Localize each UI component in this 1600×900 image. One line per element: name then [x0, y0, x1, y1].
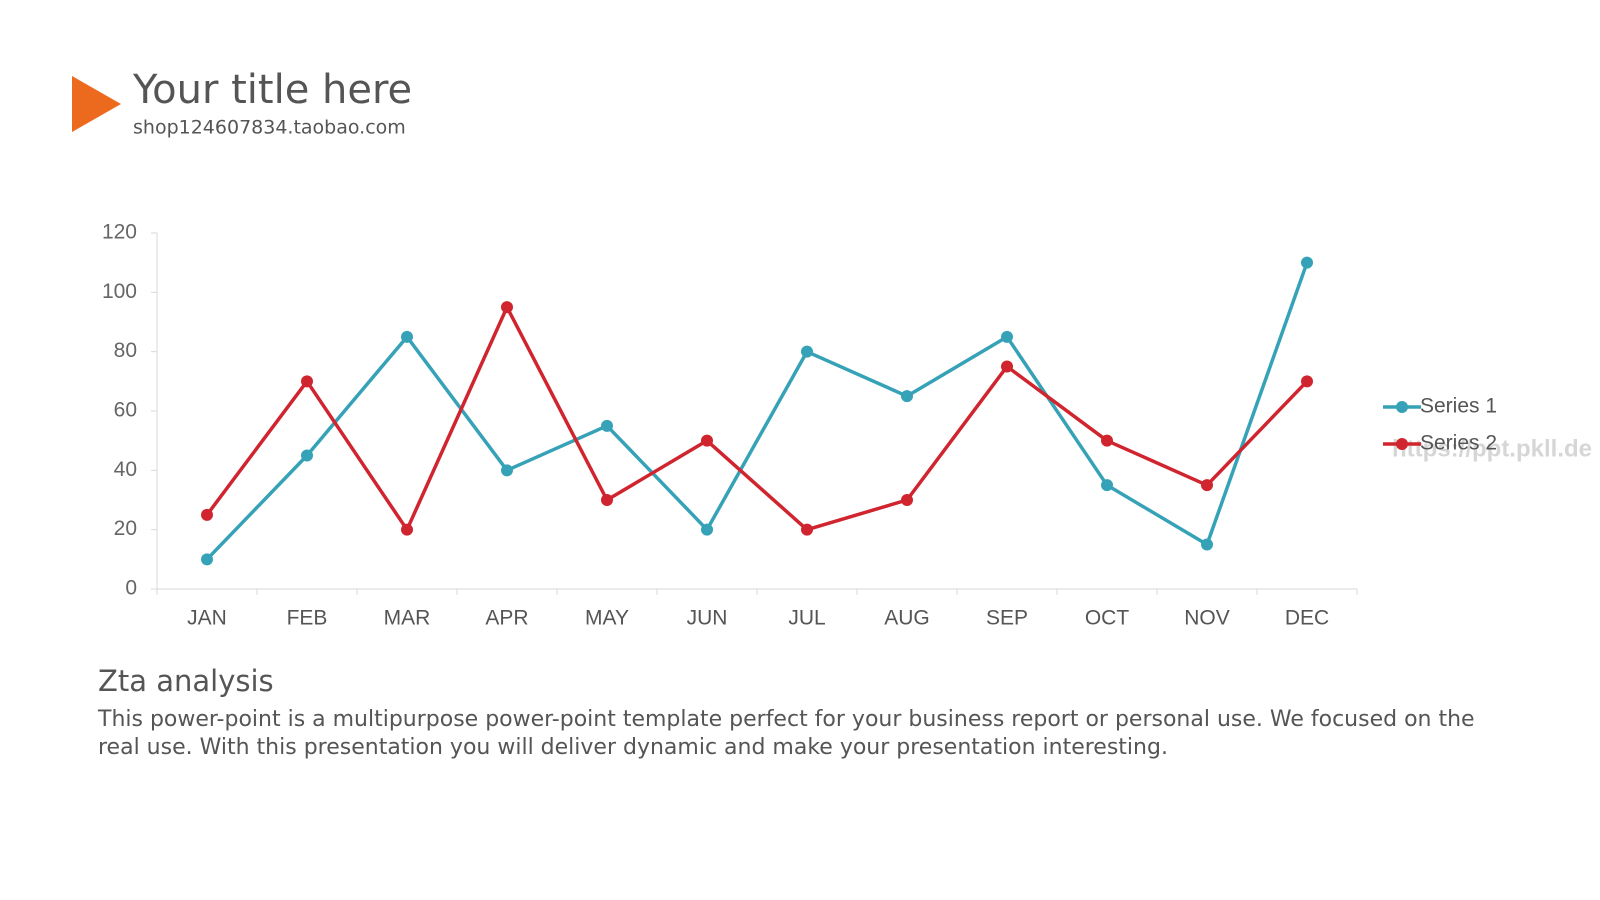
data-point: [301, 375, 313, 388]
data-point: [901, 494, 913, 506]
x-tick-label: FEB: [287, 607, 328, 630]
watermark: https://ppt.pkll.de: [1392, 435, 1592, 462]
x-tick-label: OCT: [1085, 607, 1130, 630]
data-point: [301, 449, 313, 462]
data-point: [201, 553, 213, 566]
slide-subtitle: shop124607834.taobao.com: [133, 117, 406, 139]
data-point: [601, 494, 613, 506]
data-point: [601, 419, 613, 432]
data-point: [501, 464, 513, 477]
x-tick-label: DEC: [1285, 607, 1329, 630]
data-point: [501, 301, 513, 314]
x-tick-label: SEP: [986, 607, 1028, 630]
x-tick-label: MAY: [585, 607, 629, 630]
data-point: [1201, 538, 1213, 551]
x-tick-label: JUN: [687, 607, 728, 630]
data-point: [801, 523, 813, 536]
y-tick-label: 0: [125, 577, 137, 600]
x-tick-label: MAR: [384, 607, 431, 630]
analysis-heading: Zta analysis: [98, 664, 274, 698]
analysis: Zta analysis This power-point is a multi…: [98, 664, 1518, 762]
legend-label: Series 2: [1420, 432, 1497, 455]
data-point: [1101, 434, 1113, 447]
data-point: [1001, 360, 1013, 373]
legend-marker: [1396, 438, 1408, 450]
analysis-body: This power-point is a multipurpose power…: [98, 707, 1475, 760]
x-tick-label: NOV: [1184, 607, 1230, 630]
legend-marker: [1396, 401, 1408, 413]
y-tick-label: 100: [102, 280, 137, 303]
series-line: [205, 305, 1309, 532]
data-point: [401, 330, 413, 343]
x-tick-label: JUL: [788, 607, 825, 630]
slide-title: Your title here: [132, 67, 412, 113]
y-tick-label: 60: [114, 399, 137, 422]
title-icon: [72, 76, 121, 132]
y-tick-label: 20: [114, 517, 137, 540]
y-tick-label: 120: [102, 221, 137, 244]
data-point: [801, 345, 813, 358]
y-tick-label: 80: [114, 339, 137, 362]
data-point: [1301, 375, 1313, 388]
x-tick-label: JAN: [187, 607, 227, 630]
legend-label: Series 1: [1420, 395, 1497, 418]
data-point: [1001, 330, 1013, 343]
data-point: [1201, 479, 1213, 492]
data-point: [901, 390, 913, 403]
data-point: [1301, 256, 1313, 269]
y-tick-label: 40: [114, 458, 137, 481]
data-point: [201, 508, 213, 521]
data-point: [701, 523, 713, 536]
data-point: [1101, 479, 1113, 492]
series-line: [205, 262, 1309, 561]
data-point: [401, 523, 413, 536]
x-tick-label: AUG: [884, 607, 930, 630]
x-tick-label: APR: [485, 607, 528, 630]
data-point: [701, 434, 713, 447]
